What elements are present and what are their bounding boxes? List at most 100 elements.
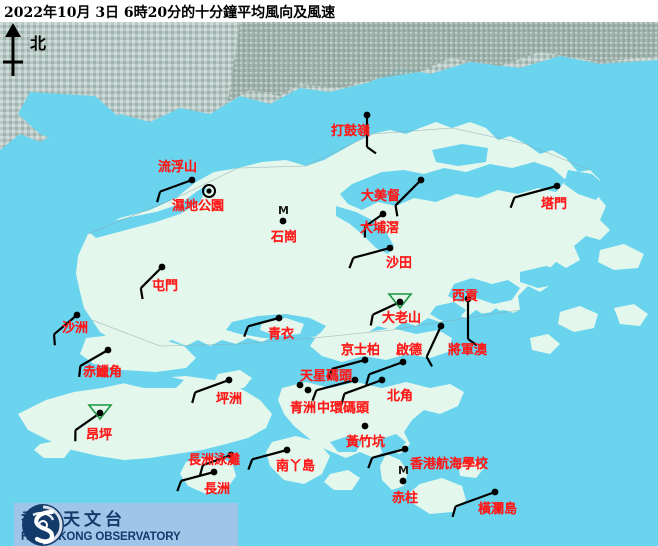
- calm-marker: M: [398, 464, 409, 477]
- station-marker[interactable]: [378, 376, 386, 384]
- hko-swirl-logo-icon: [22, 504, 64, 546]
- wind-barb: [52, 314, 78, 346]
- north-label: 北: [30, 34, 47, 53]
- station-label[interactable]: 西貢: [452, 289, 479, 304]
- tolo-harbour: [340, 162, 566, 210]
- gale-triangle-icon: [387, 293, 413, 310]
- station-marker[interactable]: [188, 176, 196, 184]
- station-marker[interactable]: [210, 468, 218, 476]
- station-label[interactable]: 石崗: [271, 230, 298, 245]
- north-arrow-icon: [3, 23, 23, 76]
- hong-kong-wind-map[interactable]: 打鼓嶺流浮山濕地公園 M 石崗 大美督塔門大埔滘沙田屯門西貢沙洲 大老山青衣京士柏 啟德 將…: [0, 22, 658, 546]
- sha-chau: [96, 308, 122, 324]
- station-label[interactable]: 將軍澳: [448, 343, 488, 358]
- station-label[interactable]: 中環碼頭: [317, 401, 370, 416]
- station-marker[interactable]: [363, 111, 371, 119]
- wind-barb: [466, 299, 478, 347]
- station-label[interactable]: 坪洲: [216, 392, 243, 407]
- wind-barb: [247, 448, 288, 471]
- wind-barb: [74, 412, 101, 442]
- station-label[interactable]: 屯門: [152, 279, 179, 294]
- wind-barb: [365, 360, 404, 386]
- station-marker[interactable]: [361, 422, 369, 430]
- station-label[interactable]: 香港航海學校: [410, 457, 489, 472]
- station-label[interactable]: 橫瀾島: [478, 502, 518, 517]
- station-marker[interactable]: [351, 376, 359, 384]
- station-marker[interactable]: [491, 488, 499, 496]
- station-marker[interactable]: [225, 376, 233, 384]
- po-toi-island: [410, 478, 466, 514]
- station-marker[interactable]: [386, 244, 394, 252]
- station-marker[interactable]: [296, 381, 304, 389]
- station-marker-circle[interactable]: [202, 184, 216, 198]
- station-marker[interactable]: [401, 445, 409, 453]
- station-label[interactable]: 沙田: [386, 256, 413, 271]
- station-label[interactable]: 長洲: [204, 482, 231, 497]
- wind-barb: [369, 301, 401, 326]
- station-label[interactable]: 天星碼頭: [300, 369, 353, 384]
- hong-kong-island: [278, 382, 464, 458]
- station-label[interactable]: 打鼓嶺: [331, 124, 371, 139]
- station-label[interactable]: 赤鱲角: [83, 365, 123, 380]
- station-marker[interactable]: [73, 311, 81, 319]
- station-marker[interactable]: [399, 358, 407, 366]
- station-label[interactable]: 長洲泳灘: [188, 453, 241, 468]
- station-marker[interactable]: [399, 477, 407, 485]
- hko-logo: 香港天文台 HONG KONG OBSERVATORY: [14, 503, 238, 546]
- peng-chau: [214, 370, 252, 388]
- station-marker[interactable]: [464, 295, 472, 303]
- wind-barb: [243, 316, 280, 337]
- station-label[interactable]: 青衣: [268, 327, 295, 342]
- station-marker[interactable]: [279, 217, 287, 225]
- lantau-island: [18, 376, 272, 460]
- wind-barb: [176, 470, 215, 492]
- lamma-island: [266, 436, 330, 484]
- station-label[interactable]: 南丫島: [276, 459, 316, 474]
- wind-barb: [348, 246, 391, 269]
- station-label[interactable]: 啟德: [396, 343, 423, 358]
- wind-barb: [509, 184, 558, 209]
- station-label[interactable]: 大老山: [382, 311, 422, 326]
- station-marker[interactable]: [396, 298, 404, 306]
- station-label[interactable]: 京士柏: [341, 343, 381, 358]
- gale-triangle-icon: [87, 404, 113, 421]
- station-label[interactable]: 沙洲: [62, 321, 89, 336]
- cheung-chau: [180, 456, 236, 494]
- title-bar: 2022年10月 3日 6時20分的十分鐘平均風向及風速: [0, 0, 658, 22]
- station-label[interactable]: 塔門: [541, 197, 568, 212]
- station-marker[interactable]: [437, 322, 445, 330]
- station-marker[interactable]: [417, 176, 425, 184]
- wind-barb: [311, 378, 356, 402]
- wind-barb: [340, 378, 383, 405]
- wind-barb: [367, 447, 406, 469]
- map-geography: [0, 22, 658, 546]
- wind-barb: [394, 179, 422, 217]
- station-marker[interactable]: [283, 446, 291, 454]
- wind-barb: [425, 325, 442, 367]
- station-label[interactable]: 黃竹坑: [346, 435, 386, 450]
- wind-barb-layer: [52, 111, 561, 518]
- station-marker[interactable]: [361, 356, 369, 364]
- wind-barb: [156, 178, 193, 203]
- calm-marker: M: [278, 204, 289, 217]
- station-label[interactable]: 北角: [387, 389, 414, 404]
- station-marker[interactable]: [275, 314, 283, 322]
- wind-barb: [139, 266, 163, 300]
- station-label[interactable]: 濕地公園: [172, 199, 225, 214]
- wind-barb: [198, 453, 232, 477]
- station-marker[interactable]: [304, 386, 312, 394]
- station-marker[interactable]: [553, 182, 561, 190]
- station-label[interactable]: 青洲: [290, 401, 317, 416]
- station-label[interactable]: 大埔滘: [360, 221, 400, 236]
- station-marker[interactable]: [104, 346, 112, 354]
- station-marker[interactable]: [158, 263, 166, 271]
- station-label[interactable]: 赤柱: [392, 491, 419, 506]
- station-label[interactable]: 大美督: [361, 189, 401, 204]
- station-marker[interactable]: [227, 451, 235, 459]
- page-title: 2022年10月 3日 6時20分的十分鐘平均風向及風速: [4, 5, 336, 21]
- station-marker[interactable]: [96, 409, 104, 417]
- station-label[interactable]: 流浮山: [158, 160, 198, 175]
- station-label[interactable]: 昂坪: [86, 428, 113, 443]
- station-marker[interactable]: [379, 210, 387, 218]
